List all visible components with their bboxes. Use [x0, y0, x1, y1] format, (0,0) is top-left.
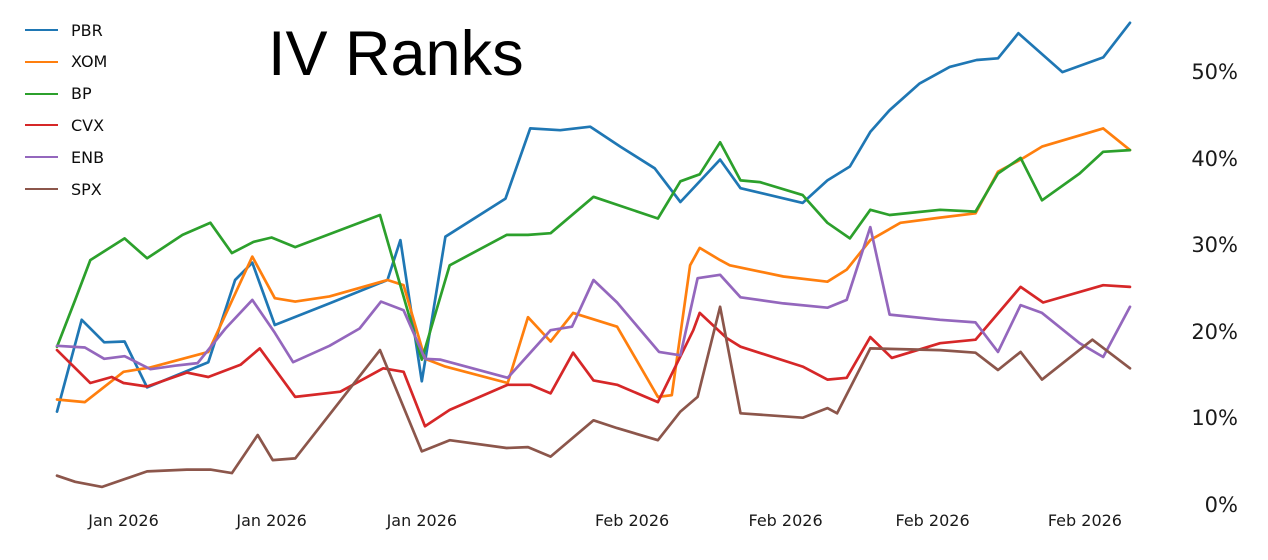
x-tick-label: Feb 2026	[895, 511, 970, 530]
legend-label: ENB	[71, 147, 105, 167]
legend-swatch-xom	[25, 60, 58, 63]
series-line-xom	[55, 127, 1132, 404]
y-tick-label: 0%	[1204, 493, 1238, 517]
x-tick-label: Jan 2026	[386, 511, 458, 530]
x-tick-label: Feb 2026	[1047, 511, 1122, 530]
x-tick-label: Jan 2026	[236, 511, 307, 530]
legend-swatch-cvx	[25, 124, 58, 127]
legend-swatch-pbr	[25, 29, 58, 31]
x-tick-label: Feb 2026	[595, 511, 670, 530]
y-tick-label: 10%	[1191, 406, 1238, 431]
legend-item-xom: XOM	[25, 50, 107, 74]
legend-swatch-enb	[25, 156, 58, 159]
y-tick-label: 50%	[1191, 60, 1238, 84]
legend-item-enb: ENB	[25, 145, 104, 169]
series-line-spx	[55, 305, 1132, 489]
legend-swatch-bp	[25, 92, 58, 95]
legend-label: SPX	[71, 179, 102, 199]
legend-swatch-spx	[25, 188, 58, 190]
y-tick-label: 20%	[1191, 319, 1238, 344]
legend-label: CVX	[71, 115, 105, 135]
legend-item-spx: SPX	[25, 177, 102, 201]
legend-label: PBR	[71, 20, 103, 40]
legend-label: BP	[71, 84, 92, 104]
x-tick-label: Feb 2026	[748, 511, 823, 530]
series-line-enb	[55, 225, 1132, 380]
y-tick-label: 40%	[1191, 146, 1238, 171]
x-tick-label: Jan 2026	[88, 511, 159, 530]
legend-item-pbr: PBR	[25, 18, 103, 42]
y-tick-label: 30%	[1191, 233, 1238, 258]
series-line-bp	[55, 140, 1132, 361]
legend-item-cvx: CVX	[25, 113, 104, 137]
legend-item-bp: BP	[25, 82, 92, 106]
legend-label: XOM	[71, 52, 108, 72]
series-line-pbr	[55, 21, 1132, 413]
chart-title: IV Ranks	[268, 19, 524, 89]
series-line-cvx	[55, 283, 1132, 428]
